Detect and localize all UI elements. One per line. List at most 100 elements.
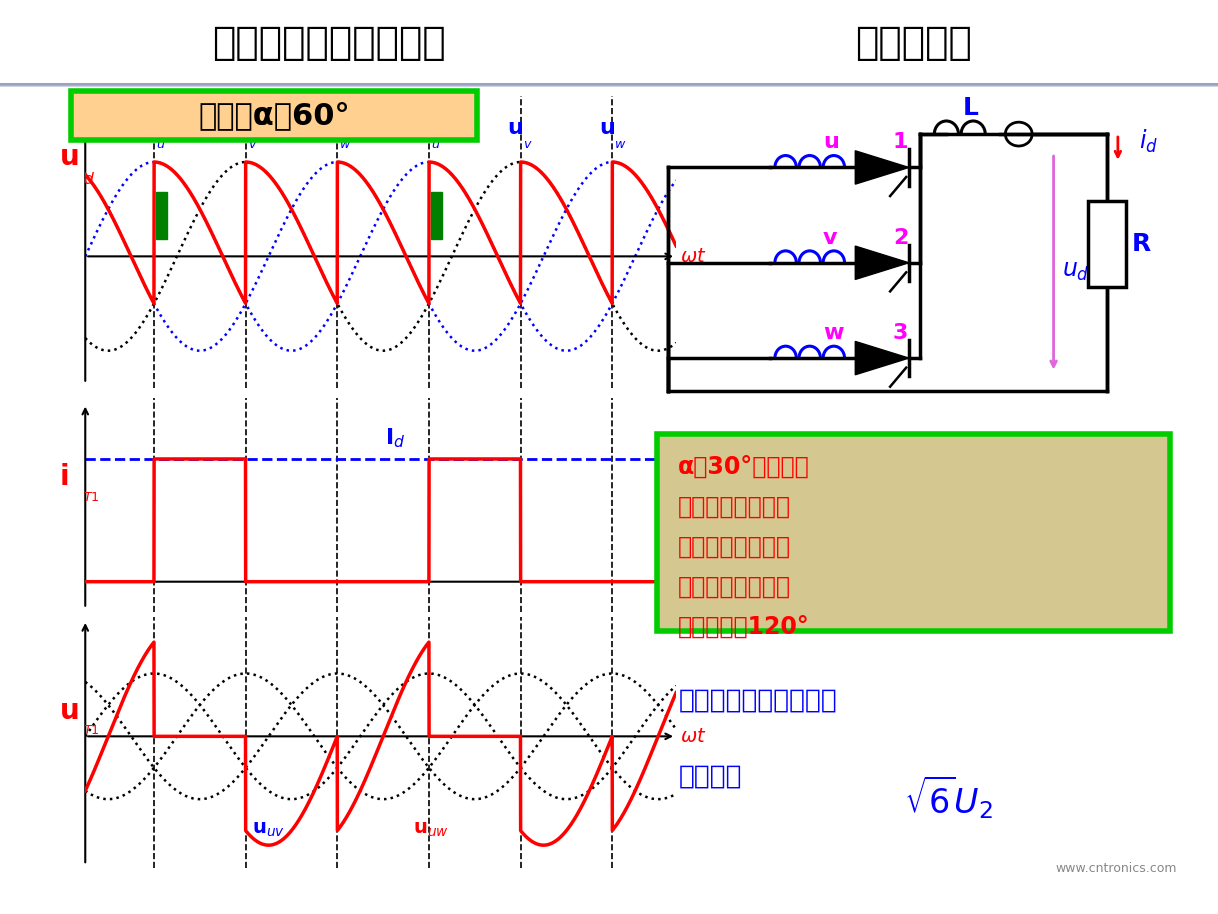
Text: 向压降为: 向压降为 xyxy=(678,763,742,790)
Bar xyxy=(0,83,1218,85)
Bar xyxy=(0,85,1218,87)
Bar xyxy=(0,84,1218,86)
Text: 三相半波可控整流电路: 三相半波可控整流电路 xyxy=(212,25,446,62)
Bar xyxy=(0,84,1218,86)
Bar xyxy=(0,84,1218,86)
Bar xyxy=(0,83,1218,85)
Bar xyxy=(0,84,1218,86)
Bar xyxy=(0,83,1218,85)
Bar xyxy=(0,84,1218,86)
Text: $_u$: $_u$ xyxy=(431,132,441,150)
Bar xyxy=(0,84,1218,86)
Text: $\mathbf{u}$: $\mathbf{u}$ xyxy=(324,118,340,138)
Polygon shape xyxy=(855,342,909,375)
Text: L: L xyxy=(962,96,978,120)
Text: $_{T1}$: $_{T1}$ xyxy=(83,718,100,737)
Bar xyxy=(0,84,1218,86)
Text: $\mathbf{u}$: $\mathbf{u}$ xyxy=(233,118,248,138)
Bar xyxy=(0,84,1218,86)
Bar xyxy=(0,85,1218,87)
Text: 控制角α＝60°: 控制角α＝60° xyxy=(199,101,350,130)
Text: $\mathbf{u}_{uw}$: $\mathbf{u}_{uw}$ xyxy=(413,820,449,839)
Bar xyxy=(0,84,1218,86)
Text: 3: 3 xyxy=(893,323,909,343)
FancyBboxPatch shape xyxy=(657,434,1170,632)
Bar xyxy=(0,84,1218,85)
Bar xyxy=(0,85,1218,87)
Text: $\mathbf{u}$: $\mathbf{u}$ xyxy=(58,697,78,725)
Bar xyxy=(0,85,1218,87)
Text: 平均值下降，晶闸: 平均值下降，晶闸 xyxy=(677,575,790,599)
Text: $\mathbf{u}$: $\mathbf{u}$ xyxy=(141,118,157,138)
Text: $_d$: $_d$ xyxy=(83,166,95,186)
Text: $i_d$: $i_d$ xyxy=(1139,127,1158,154)
Text: $\mathbf{u}$: $\mathbf{u}$ xyxy=(58,143,78,171)
Text: $\mathbf{i}$: $\mathbf{i}$ xyxy=(58,463,68,492)
Text: $\mathbf{u}$: $\mathbf{u}$ xyxy=(508,118,524,138)
Bar xyxy=(0,85,1218,86)
Bar xyxy=(0,84,1218,86)
Text: α＞30°时，电压: α＞30°时，电压 xyxy=(677,454,810,478)
Text: $_u$: $_u$ xyxy=(156,132,166,150)
Text: 晶闸管承受的最大正反: 晶闸管承受的最大正反 xyxy=(678,687,837,713)
Text: 管导通角为120°: 管导通角为120° xyxy=(677,615,810,639)
Bar xyxy=(1089,201,1125,287)
Bar xyxy=(0,85,1218,87)
Bar xyxy=(431,192,442,239)
Bar xyxy=(0,84,1218,86)
Text: R: R xyxy=(1132,232,1151,256)
Bar xyxy=(0,85,1218,87)
Bar xyxy=(156,192,167,239)
Text: $_{T1}$: $_{T1}$ xyxy=(83,486,100,504)
Text: $\mathbf{u}$: $\mathbf{u}$ xyxy=(599,118,615,138)
Polygon shape xyxy=(855,151,909,184)
Bar xyxy=(0,85,1218,87)
Bar xyxy=(0,85,1218,87)
Bar xyxy=(0,85,1218,86)
Bar xyxy=(0,84,1218,86)
Bar xyxy=(0,84,1218,85)
Bar xyxy=(0,84,1218,85)
Bar xyxy=(0,84,1218,86)
Text: $_w$: $_w$ xyxy=(614,132,627,150)
Text: $\mathbf{I}_d$: $\mathbf{I}_d$ xyxy=(385,426,406,450)
Text: 2: 2 xyxy=(893,228,909,248)
Bar xyxy=(0,84,1218,86)
Bar xyxy=(0,84,1218,86)
Text: $\mathbf{u}_{uv}$: $\mathbf{u}_{uv}$ xyxy=(252,820,285,839)
Bar xyxy=(0,84,1218,86)
Bar xyxy=(0,83,1218,85)
Text: $_v$: $_v$ xyxy=(247,132,258,150)
Text: $\omega t$: $\omega t$ xyxy=(681,727,706,746)
Bar xyxy=(0,83,1218,85)
Text: w: w xyxy=(823,323,844,343)
Bar xyxy=(0,85,1218,87)
Bar xyxy=(0,85,1218,87)
Bar xyxy=(0,85,1218,87)
Text: 电感性负载: 电感性负载 xyxy=(855,25,972,62)
Polygon shape xyxy=(855,246,909,280)
Bar xyxy=(0,84,1218,86)
Bar xyxy=(0,85,1218,87)
Bar xyxy=(0,84,1218,86)
Bar xyxy=(0,84,1218,86)
Text: v: v xyxy=(823,228,838,248)
Text: $u_d$: $u_d$ xyxy=(1062,260,1089,283)
Bar xyxy=(0,83,1218,85)
Bar xyxy=(0,85,1218,87)
Text: $_v$: $_v$ xyxy=(523,132,532,150)
Bar xyxy=(0,84,1218,86)
Text: 波形出现负值，波: 波形出现负值，波 xyxy=(677,494,790,518)
Bar xyxy=(0,84,1218,86)
Text: $\mathbf{u}$: $\mathbf{u}$ xyxy=(415,118,432,138)
FancyBboxPatch shape xyxy=(71,90,477,140)
Text: $_w$: $_w$ xyxy=(340,132,352,150)
Bar xyxy=(0,84,1218,86)
Bar xyxy=(0,84,1218,86)
Text: $\omega t$: $\omega t$ xyxy=(681,572,706,591)
Text: $\omega t$: $\omega t$ xyxy=(681,247,706,266)
Bar xyxy=(0,83,1218,85)
Bar xyxy=(0,85,1218,87)
Text: 形连续，输出电压: 形连续，输出电压 xyxy=(677,535,790,558)
Text: u: u xyxy=(823,133,839,153)
